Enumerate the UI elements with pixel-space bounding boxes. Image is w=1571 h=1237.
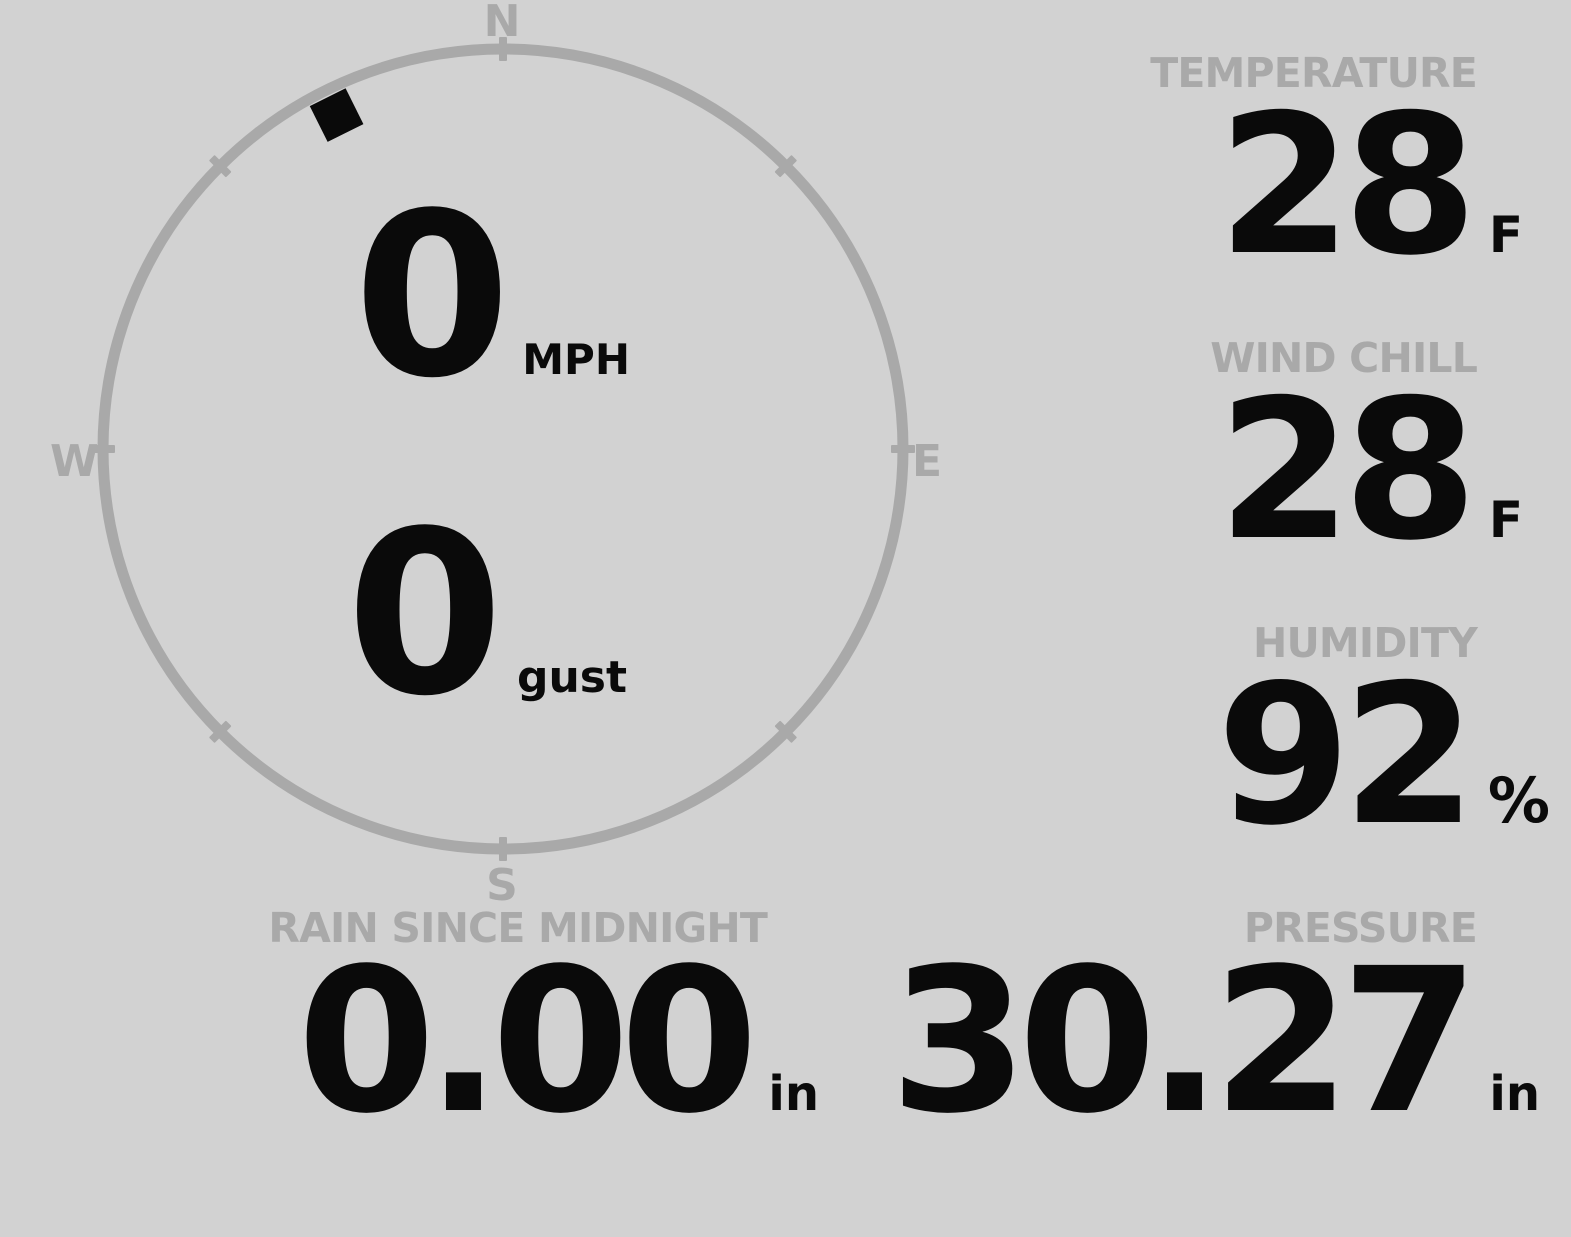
wind-direction-indicator bbox=[309, 88, 364, 142]
compass-tick-e bbox=[891, 445, 915, 453]
compass-tick-se bbox=[774, 720, 797, 743]
cardinal-east-label: E bbox=[912, 436, 943, 487]
wind-speed-readout: 0 MPH bbox=[354, 184, 630, 410]
wind-gust-value: 0 bbox=[346, 483, 503, 746]
compass-tick-nw bbox=[209, 155, 232, 178]
wind-speed-unit: MPH bbox=[522, 335, 630, 384]
temperature-unit: F bbox=[1488, 206, 1523, 264]
temperature-value: 28 bbox=[1217, 73, 1478, 298]
humidity-label: HUMIDITY bbox=[1252, 619, 1478, 667]
compass-tick-sw bbox=[209, 720, 232, 743]
compass-tick-n bbox=[499, 37, 507, 61]
wind-speed-value: 0 bbox=[353, 165, 511, 428]
compass-tick-w bbox=[91, 445, 115, 453]
wind-gust-unit: gust bbox=[516, 652, 627, 703]
rain-since-midnight-unit: in bbox=[768, 1066, 819, 1122]
wind-chill-value: 28 bbox=[1217, 358, 1478, 583]
cardinal-north-label: N bbox=[483, 0, 521, 47]
temperature-block: TEMPERATURE 28 F bbox=[1150, 49, 1523, 298]
pressure-block: PRESSURE 30.27 in bbox=[889, 904, 1540, 1157]
wind-chill-unit: F bbox=[1488, 491, 1523, 549]
pressure-value: 30.27 bbox=[889, 925, 1480, 1157]
wind-gust-readout: 0 gust bbox=[346, 502, 627, 728]
wind-chill-label: WIND CHILL bbox=[1210, 334, 1478, 382]
cardinal-south-label: S bbox=[486, 860, 518, 911]
compass-tick-s bbox=[499, 837, 507, 861]
wind-chill-block: WIND CHILL 28 F bbox=[1210, 334, 1523, 583]
humidity-block: HUMIDITY 92 % bbox=[1216, 619, 1550, 868]
humidity-unit: % bbox=[1487, 764, 1550, 837]
rain-since-midnight-label: RAIN SINCE MIDNIGHT bbox=[268, 904, 767, 952]
pressure-label: PRESSURE bbox=[1243, 904, 1478, 952]
temperature-label: TEMPERATURE bbox=[1150, 49, 1478, 97]
rain-since-midnight-block: RAIN SINCE MIDNIGHT 0.00 in bbox=[268, 904, 819, 1157]
compass-tick-ne bbox=[774, 155, 797, 178]
cardinal-west-label: W bbox=[50, 436, 99, 487]
humidity-value: 92 bbox=[1216, 643, 1477, 868]
pressure-unit: in bbox=[1489, 1066, 1540, 1122]
rain-since-midnight-value: 0.00 bbox=[297, 925, 758, 1157]
